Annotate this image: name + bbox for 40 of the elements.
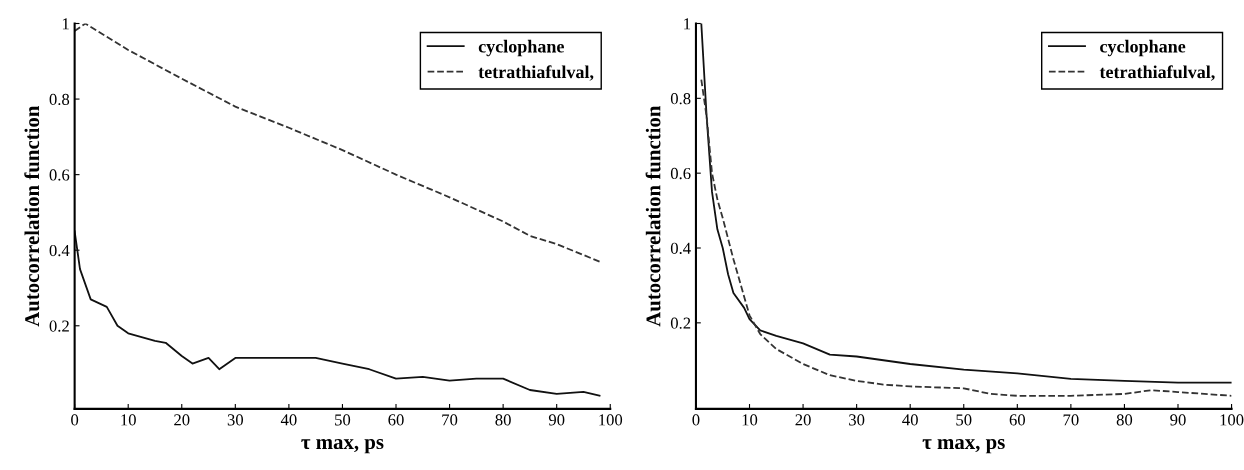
x-tick-label: 10 [742, 414, 758, 426]
x-tick-label: 40 [280, 414, 297, 426]
x-tick-label: 0 [692, 414, 700, 426]
y-tick-label: 0.6 [670, 167, 691, 180]
y-tick-label: 0.4 [49, 244, 70, 257]
legend-label: cyclophane [1100, 39, 1186, 57]
x-tick-label: 50 [335, 414, 351, 426]
legend-label: cyclophane [478, 39, 564, 57]
x-tick-label: 90 [1170, 414, 1186, 426]
x-tick-label: 80 [1116, 414, 1133, 426]
y-axis-title: Autocorrelation function [645, 105, 661, 327]
x-tick-label: 60 [1009, 414, 1026, 426]
y-tick-label: 0.2 [670, 317, 691, 329]
legend-label: tetrathiafulval, [478, 65, 594, 81]
x-tick-label: 30 [849, 414, 865, 426]
x-tick-label: 60 [388, 414, 404, 426]
x-axis-title: τ max, ps [922, 439, 1005, 454]
legend-label: tetrathiafulval, [1099, 65, 1215, 81]
x-tick-label: 100 [1220, 414, 1244, 426]
y-tick-label: 1 [62, 18, 69, 30]
y-tick-label: 0.2 [49, 320, 69, 332]
x-tick-label: 0 [71, 414, 79, 426]
x-tick-label: 20 [174, 414, 190, 426]
x-tick-label: 40 [902, 414, 918, 426]
x-tick-label: 10 [121, 414, 136, 426]
x-tick-label: 70 [442, 414, 458, 426]
x-axis-title: τ max, ps [301, 439, 384, 454]
y-tick-label: 0.4 [670, 242, 691, 255]
y-tick-label: 0.6 [49, 169, 70, 181]
x-tick-label: 100 [599, 414, 623, 426]
x-tick-label: 20 [795, 414, 811, 426]
y-axis-title: Autocorrelation function [24, 105, 40, 327]
x-tick-label: 90 [548, 414, 565, 426]
x-tick-label: 70 [1063, 414, 1079, 426]
y-tick-label: 1 [684, 18, 691, 30]
y-tick-label: 0.8 [670, 93, 691, 105]
x-tick-label: 50 [956, 414, 972, 426]
x-tick-label: 80 [495, 414, 511, 426]
y-tick-label: 0.8 [49, 93, 70, 106]
x-tick-label: 30 [227, 414, 244, 426]
